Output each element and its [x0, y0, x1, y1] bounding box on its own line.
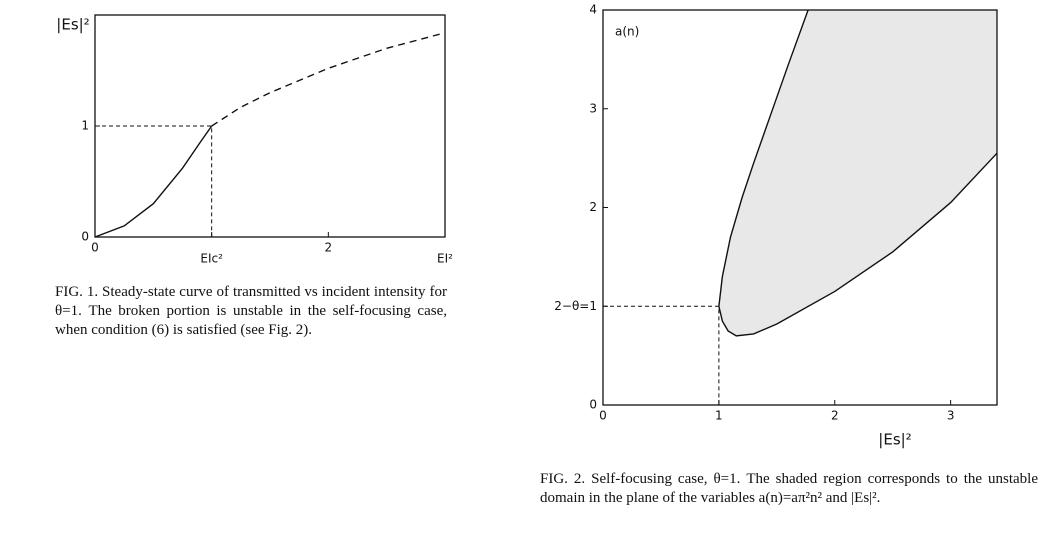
y-tick-label: 0 — [81, 230, 89, 244]
y-tick-label: 1 — [81, 119, 89, 133]
x-tick-label: 3 — [947, 409, 955, 423]
x-axis-label: |Es|² — [878, 431, 911, 449]
guide-line — [603, 305, 720, 405]
x-tick-label: EIc² — [200, 252, 223, 266]
x-tick-label: 0 — [91, 241, 99, 255]
x-tick-label: 2 — [325, 241, 333, 255]
x-tick-label: 0 — [599, 409, 607, 423]
curve — [718, 152, 998, 337]
curve — [211, 32, 446, 127]
y-tick-label: 2 — [589, 200, 597, 214]
caption: FIG. 2. Self-focusing case, θ=1. The sha… — [540, 471, 1038, 506]
curve — [94, 125, 213, 238]
curve — [718, 9, 809, 307]
y-tick-label: 2−θ=1 — [554, 299, 597, 313]
y-tick-label: 4 — [589, 3, 597, 17]
y-tick-label: 3 — [589, 101, 597, 115]
annotation: a(n) — [615, 25, 639, 39]
guide-line — [95, 125, 213, 237]
caption: FIG. 1. Steady-state curve of transmitte… — [55, 284, 447, 338]
x-tick-label: 2 — [831, 409, 839, 423]
y-axis-label: |Es|² — [56, 16, 89, 34]
unstable-region — [718, 10, 997, 336]
y-tick-label: 0 — [589, 398, 597, 412]
x-tick-label: 1 — [715, 409, 723, 423]
x-tick-label: EI² — [437, 252, 453, 266]
